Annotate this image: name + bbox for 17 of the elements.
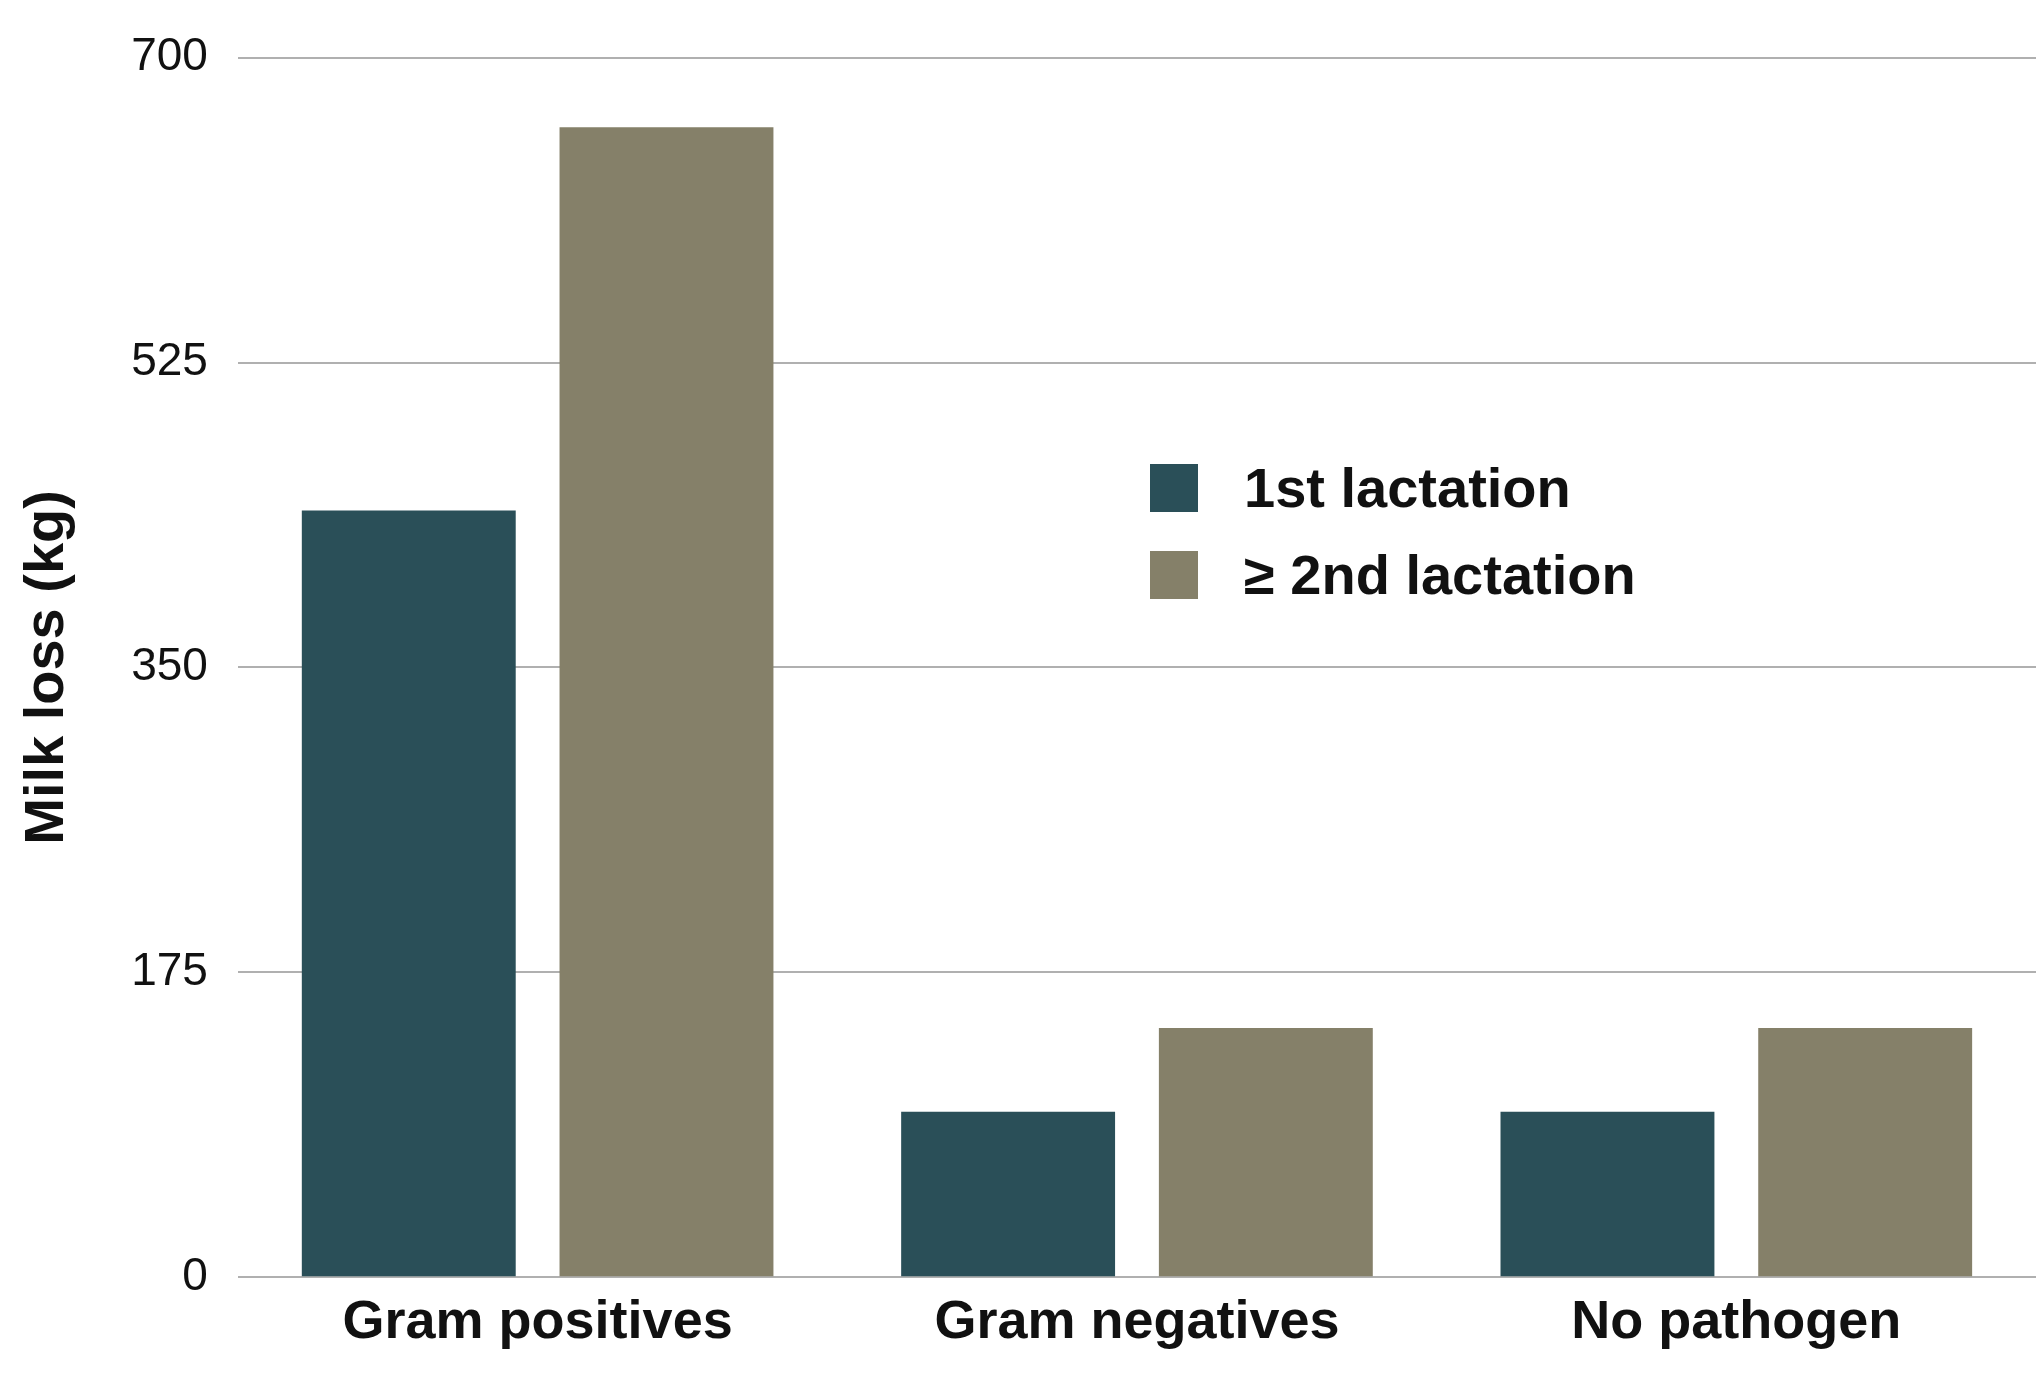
y-tick-label: 525	[131, 333, 208, 386]
bar	[1758, 1028, 1973, 1277]
legend-label: 1st lactation	[1244, 455, 1571, 520]
x-tick-label: Gram positives	[342, 1289, 733, 1350]
y-tick-label: 700	[131, 28, 208, 81]
x-tick-label: No pathogen	[1571, 1289, 1902, 1350]
bar	[901, 1111, 1116, 1277]
y-tick-label: 0	[182, 1247, 208, 1300]
bar	[559, 127, 774, 1277]
legend-label: ≥ 2nd lactation	[1244, 542, 1636, 607]
y-axis-title: Milk loss (kg)	[12, 490, 76, 845]
x-tick-label: Gram negatives	[934, 1289, 1340, 1350]
y-tick-label: 350	[131, 638, 208, 691]
bar	[1158, 1028, 1373, 1277]
y-tick-label: 175	[131, 942, 208, 995]
bar	[301, 510, 516, 1277]
bar	[1500, 1111, 1715, 1277]
